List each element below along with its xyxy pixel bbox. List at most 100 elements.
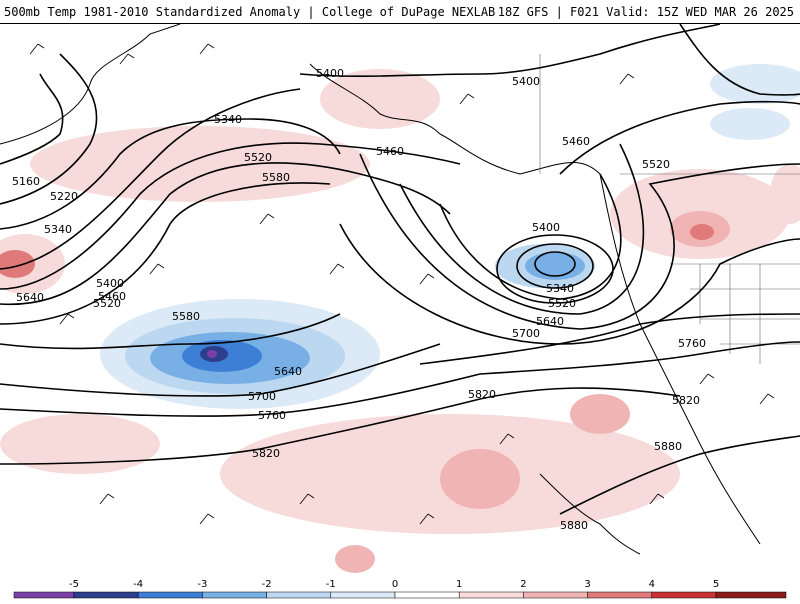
contour-label: 5400 (316, 67, 344, 80)
contour-label: 5820 (672, 394, 700, 407)
map-header: 500mb Temp 1981-2010 Standardized Anomal… (0, 0, 800, 24)
color-scale-segment (458, 591, 524, 599)
color-scale-tick-label: 2 (520, 579, 526, 590)
contour-5700-a (0, 343, 441, 397)
contour-label: 5640 (536, 315, 564, 328)
color-scale-segment (330, 591, 396, 599)
color-scale-bar: -5 -4 -3 -2 -1 0 1 2 3 4 5 (0, 576, 800, 600)
contour-label: 5400 (96, 277, 124, 290)
contour-5520-w (0, 162, 451, 306)
contour-5760-a (0, 373, 481, 417)
contour-label: 5880 (654, 440, 682, 453)
state-borders (539, 54, 800, 364)
contour-5220 (0, 53, 98, 205)
na-west-coast (599, 173, 761, 545)
warm-anomaly-southeast (570, 394, 630, 434)
color-scale-segment (587, 591, 653, 599)
cold-anomaly-extreme (207, 350, 217, 358)
warm-anomaly-ne (770, 164, 800, 224)
contour-label: 5520 (642, 158, 670, 171)
color-scale-tick-label: -4 (133, 579, 143, 590)
low-contour-3 (496, 234, 614, 304)
contour-label: 5460 (376, 145, 404, 158)
contour-label: 5640 (16, 291, 44, 304)
color-scale-segment (394, 591, 460, 599)
contour-label: 5580 (262, 171, 290, 184)
contour-label: 5820 (252, 447, 280, 460)
contour-label: 5340 (214, 113, 242, 126)
cold-anomaly-ne (710, 64, 800, 104)
warm-anomaly-bottom (335, 545, 375, 573)
warm-anomaly-nw (30, 126, 370, 202)
color-scale-segment (137, 591, 203, 599)
contour-label: 5700 (512, 327, 540, 340)
contour-5760-e (479, 341, 800, 375)
low-contour-1 (534, 251, 576, 277)
cold-anomaly-ne2 (710, 108, 790, 140)
color-scale-segment (523, 591, 588, 599)
contour-5400-w (0, 88, 301, 270)
contour-5520-e (359, 153, 800, 330)
color-scale-svg: -5 -4 -3 -2 -1 0 1 2 3 4 5 (13, 579, 787, 599)
contour-label: 5220 (50, 190, 78, 203)
cold-anomaly-low-inner (525, 252, 585, 280)
contour-label: 5640 (274, 365, 302, 378)
contour-5160 (0, 73, 64, 165)
contour-label: 5400 (512, 75, 540, 88)
color-scale-tick-label: 0 (392, 579, 398, 590)
contour-label: 5340 (44, 223, 72, 236)
contour-5880 (559, 435, 800, 515)
contour-labels: 5400 5340 5160 5220 5340 5400 5460 5520 … (12, 67, 706, 532)
contour-label: 5700 (248, 390, 276, 403)
warm-anomaly-n (320, 69, 440, 129)
contour-label: 5340 (546, 282, 574, 295)
warm-anomaly-sw (0, 414, 160, 474)
color-scale-tick-label: -5 (69, 579, 79, 590)
color-scale-tick-label: -1 (326, 579, 336, 590)
coastlines (0, 24, 761, 555)
warm-anomaly-nw-us-peak (690, 224, 714, 240)
model-run-info: 18Z GFS | F021 Valid: 15Z WED MAR 26 202… (497, 5, 794, 19)
color-scale-segment (715, 591, 787, 599)
height-contours (0, 24, 800, 515)
color-scale-segment (13, 591, 75, 599)
color-scale-tick-label: 4 (649, 579, 655, 590)
color-scale-tick-label: 3 (584, 579, 590, 590)
contour-label: 5520 (548, 297, 576, 310)
alaska-coast (309, 63, 601, 175)
contour-label: 5760 (678, 337, 706, 350)
contour-5400-e (439, 173, 622, 300)
contour-5820-a (0, 387, 681, 465)
contour-label: 5460 (562, 135, 590, 148)
warm-anomaly-west-core (0, 250, 35, 278)
low-contour-2 (516, 243, 594, 289)
contour-5460-e (399, 143, 645, 315)
warm-anomaly-south-core (440, 449, 520, 509)
contour-5640-w (0, 313, 341, 350)
color-scale-segment (202, 591, 267, 599)
contour-5400-n (299, 24, 721, 78)
color-scale-segment (266, 591, 332, 599)
contour-5460-w (0, 142, 461, 290)
contour-5700-e (419, 313, 800, 365)
color-scale-tick-label: -3 (197, 579, 207, 590)
contour-label: 5820 (468, 388, 496, 401)
contour-label: 5160 (12, 175, 40, 188)
map-title: 500mb Temp 1981-2010 Standardized Anomal… (4, 5, 496, 19)
contour-label: 5580 (172, 310, 200, 323)
map-canvas: 5400 5340 5160 5220 5340 5400 5460 5520 … (0, 24, 800, 573)
anomaly-map: 5400 5340 5160 5220 5340 5400 5460 5520 … (0, 24, 800, 576)
color-scale-segment (651, 591, 717, 599)
contour-label: 5460 (98, 290, 126, 303)
contour-label: 5520 (244, 151, 272, 164)
kamchatka-coast (0, 24, 181, 145)
wind-barbs (29, 43, 775, 525)
contour-label: 5760 (258, 409, 286, 422)
color-scale-tick-label: 5 (713, 579, 719, 590)
baja-coast (539, 473, 641, 555)
contour-label: 5880 (560, 519, 588, 532)
contour-5580 (0, 182, 331, 325)
color-scale-tick-label: 1 (456, 579, 462, 590)
contour-5460-ne (559, 100, 800, 175)
contour-label: 5520 (93, 297, 121, 310)
